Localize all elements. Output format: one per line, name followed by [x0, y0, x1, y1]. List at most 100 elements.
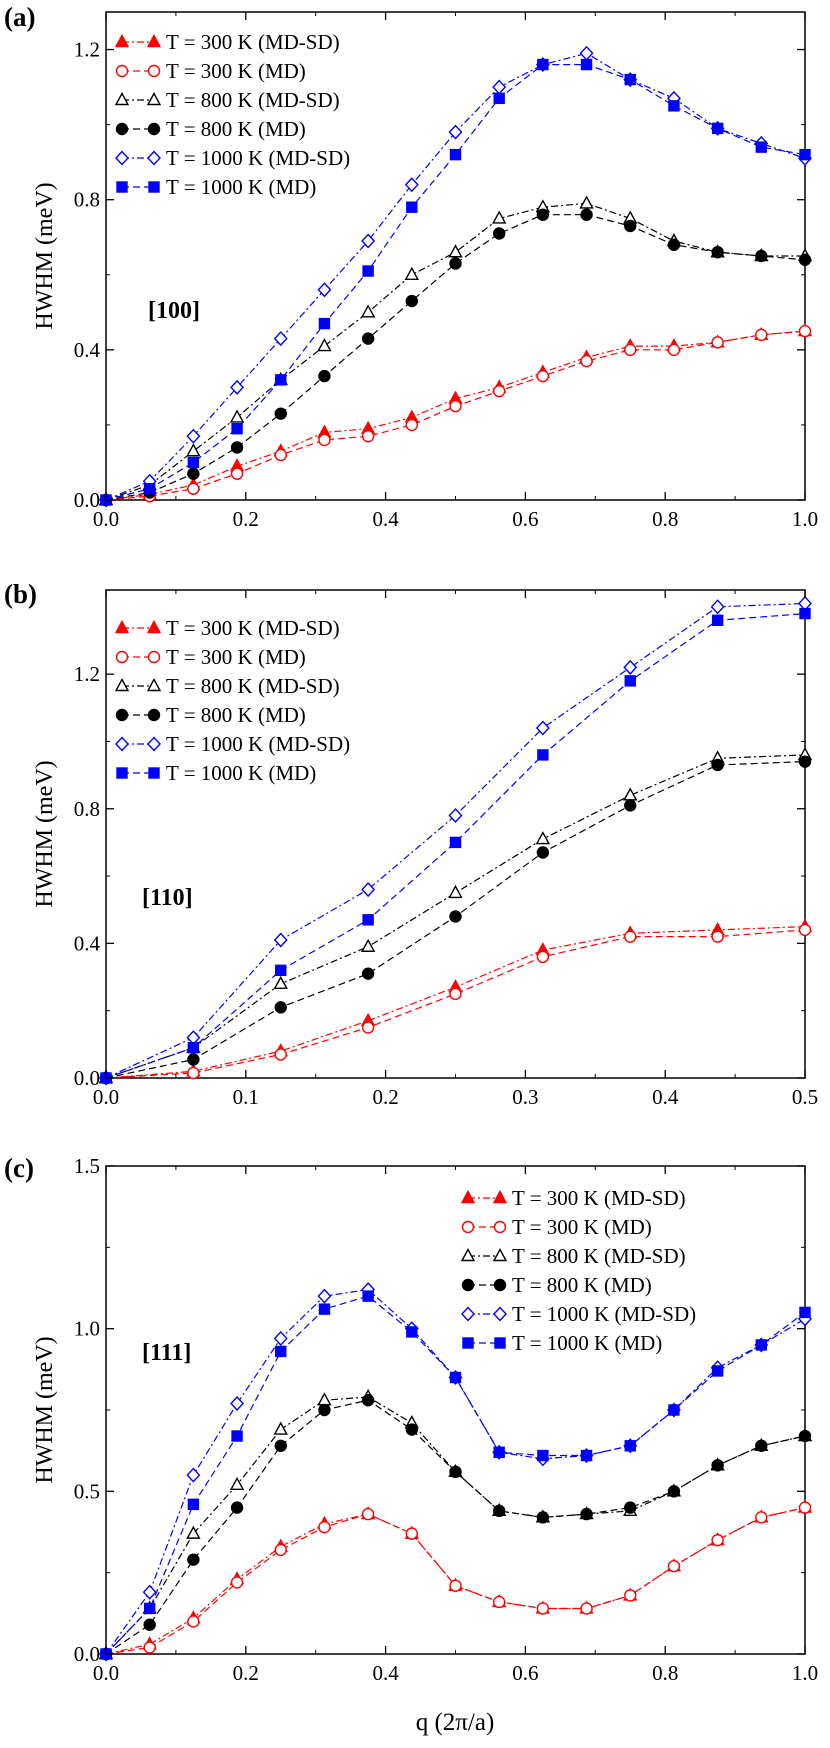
legend-entry: T = 1000 K (MD-SD) — [166, 732, 350, 756]
y-axis-label: HWHM (meV) — [32, 760, 58, 907]
x-tick-label: 0.0 — [93, 1085, 119, 1109]
data-point — [448, 807, 463, 824]
x-tick-label: 0.4 — [372, 507, 399, 531]
data-point — [186, 1467, 201, 1483]
direction-label: [100] — [148, 298, 200, 324]
panel-c: (c) [111] HWHM (meV) 0.0 0.2 0.4 0.6 0.8 1.00… — [4, 1153, 818, 1685]
legend-entry: T = 800 K (MD) — [166, 117, 306, 141]
data-point — [493, 1446, 505, 1458]
data-point — [274, 1439, 287, 1452]
data-point — [273, 1330, 288, 1346]
data-point — [580, 1602, 593, 1615]
data-point — [755, 249, 768, 263]
data-point — [318, 317, 331, 330]
legend-marker — [116, 767, 128, 779]
data-point — [799, 1306, 811, 1319]
y-tick-label: 0.0 — [74, 1066, 100, 1090]
data-point — [798, 1501, 812, 1514]
y-tick-label: 1.5 — [74, 1154, 100, 1178]
data-point — [667, 1559, 681, 1573]
data-point — [317, 282, 332, 298]
data-point — [798, 324, 812, 338]
legend: T = 300 K (MD-SD) T = 300 K (MD) T = 800 K… — [114, 616, 350, 785]
data-point — [361, 429, 375, 443]
legend-marker — [146, 620, 162, 634]
axis-ticks: 0.0 0.2 0.4 0.6 0.8 1.0 0.0 0.4 0.8 1.2 — [74, 12, 818, 531]
data-point — [580, 208, 593, 221]
data-point — [667, 1485, 681, 1498]
data-point — [405, 1423, 419, 1436]
data-point — [798, 1429, 812, 1443]
legend-marker — [460, 1248, 476, 1262]
data-point — [537, 1449, 549, 1462]
data-point — [187, 1053, 200, 1066]
y-axis-label: HWHM (meV) — [32, 1336, 58, 1483]
legend-marker — [115, 64, 129, 78]
data-point — [536, 208, 550, 221]
data-point — [492, 1504, 506, 1518]
axis-ticks: 0.0 0.1 0.2 0.3 0.4 0.5 0.0 0.4 0.8 1.2 — [74, 590, 818, 1109]
data-point — [187, 1553, 200, 1566]
x-tick-label: 0.6 — [512, 1661, 538, 1685]
data-point — [580, 58, 593, 71]
legend-marker — [146, 92, 162, 106]
legend-marker — [148, 181, 160, 193]
legend-marker — [147, 650, 161, 664]
data-point — [623, 659, 638, 675]
series-line — [105, 1399, 806, 1655]
y-tick-label: 0.8 — [74, 188, 100, 212]
data-point — [711, 246, 724, 259]
data-point — [229, 1476, 245, 1491]
data-point — [580, 354, 593, 368]
data-point — [318, 1403, 331, 1417]
series-line — [105, 330, 806, 501]
data-point — [187, 1615, 200, 1628]
legend-marker — [460, 1190, 476, 1204]
legend-entry: T = 800 K (MD-SD) — [166, 88, 340, 112]
legend-marker — [147, 122, 161, 136]
y-axis-label: HWHM (meV) — [32, 182, 58, 329]
data-point — [449, 910, 462, 923]
legend-marker — [115, 650, 129, 664]
data-point — [579, 195, 594, 209]
data-point — [624, 73, 636, 86]
y-tick-label: 0.8 — [74, 797, 100, 821]
data-point — [755, 328, 768, 342]
data-point — [360, 938, 376, 952]
data-point — [711, 336, 724, 349]
data-point — [318, 1303, 331, 1315]
y-tick-label: 0.4 — [74, 338, 101, 362]
legend-entry: T = 1000 K (MD) — [512, 1331, 662, 1355]
data-point — [624, 799, 637, 812]
data-point — [799, 607, 811, 620]
legend-marker — [114, 34, 130, 48]
data-point — [536, 1602, 550, 1615]
data-point — [230, 1395, 245, 1412]
legend-marker — [147, 150, 161, 166]
data-point — [668, 1404, 680, 1416]
data-point — [798, 923, 812, 937]
series-line — [105, 330, 806, 501]
series-line — [105, 63, 806, 501]
legend-marker — [493, 1220, 507, 1234]
data-point — [361, 332, 375, 345]
x-tick-label: 0.0 — [93, 1661, 119, 1685]
data-point — [275, 964, 287, 977]
data-point — [230, 1576, 244, 1589]
x-tick-label: 0.2 — [233, 1661, 259, 1685]
data-point — [360, 304, 376, 318]
data-point — [755, 141, 768, 153]
data-point — [318, 1520, 331, 1534]
data-point — [361, 1507, 375, 1521]
data-point — [492, 384, 506, 398]
data-point — [798, 755, 812, 768]
data-point — [449, 1465, 462, 1479]
data-point — [580, 1507, 593, 1521]
data-point — [404, 266, 419, 280]
data-point — [231, 422, 243, 435]
axis-ticks: 0.0 0.2 0.4 0.6 0.8 1.0 0.0 0.5 1.0 1.5 — [74, 1154, 818, 1685]
y-tick-label: 0.0 — [74, 1642, 100, 1666]
data-point — [275, 374, 287, 386]
legend-entry: T = 1000 K (MD) — [166, 175, 316, 199]
x-axis-label: q (2π/a) — [416, 1709, 495, 1736]
